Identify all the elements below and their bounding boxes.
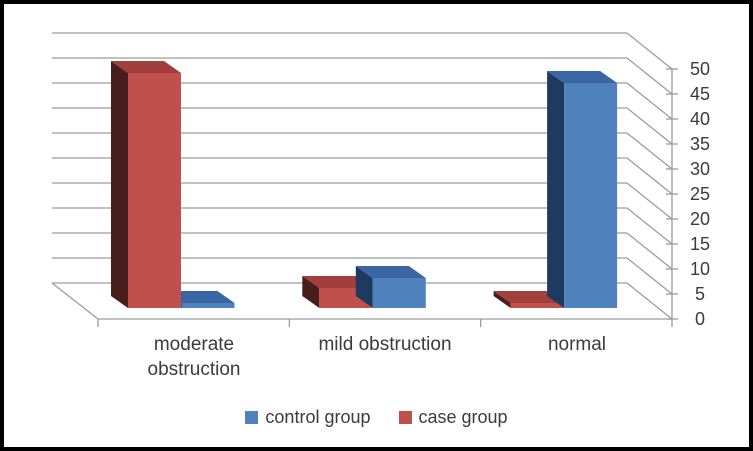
category-label-mild-obstruction: mild obstruction xyxy=(318,334,452,355)
value-tick-label: 25 xyxy=(690,184,710,204)
value-tick-label: 15 xyxy=(690,234,710,254)
gridline-side-diagonal xyxy=(626,132,673,170)
bar-control-group-moderate-obstruction-front-face xyxy=(181,303,235,308)
bar-control-group-normal-side-face xyxy=(547,71,565,308)
legend-item-case-group: case group xyxy=(398,407,508,428)
bar-control-group-moderate-obstruction-top-face xyxy=(164,291,235,303)
bar-case-group-normal-top-face xyxy=(493,291,564,303)
value-tick-label: 50 xyxy=(690,59,710,79)
gridline-side-diagonal xyxy=(626,232,673,270)
value-tick-label: 0 xyxy=(695,309,705,329)
bar-control-group-normal-top-face xyxy=(547,71,618,83)
gridline-side-diagonal xyxy=(626,157,673,195)
bar-case-group-moderate-obstruction-front-face xyxy=(128,73,181,308)
value-tick-label: 10 xyxy=(690,259,710,279)
gridline-side-diagonal xyxy=(626,282,673,320)
legend-label-case-group: case group xyxy=(418,407,508,427)
legend-label-control-group: control group xyxy=(265,407,371,427)
gridline-side-diagonal xyxy=(626,182,673,220)
bar-control-group-normal-front-face xyxy=(564,83,618,308)
value-tick-label: 35 xyxy=(690,134,710,154)
legend-item-control-group: control group xyxy=(245,407,371,428)
gridline-side-diagonal xyxy=(626,107,673,145)
category-label-moderate-obstruction: moderate obstruction xyxy=(147,334,241,380)
gridline-side-diagonal xyxy=(626,207,673,245)
floor-left-edge xyxy=(51,282,99,320)
bar-control-group-mild-obstruction-top-face xyxy=(355,266,426,278)
bar-case-group-normal-side-face xyxy=(493,291,511,308)
bar-chart-canvas: 0 5 10 15 20 25 30 35 40 45 50 xyxy=(51,32,710,329)
value-tick-label: 45 xyxy=(690,84,710,104)
bar-cluster-mild-obstruction xyxy=(302,266,426,308)
value-tick-label: 30 xyxy=(690,159,710,179)
gridline-side-diagonal xyxy=(626,32,673,70)
bar-control-group-mild-obstruction-front-face xyxy=(372,278,426,308)
chart-legend: control group case group xyxy=(4,407,749,428)
value-tick-label: 5 xyxy=(695,284,705,304)
category-label-normal: normal xyxy=(547,334,607,355)
case-group-swatch-icon xyxy=(398,411,412,424)
value-tick-label: 20 xyxy=(690,209,710,229)
value-tick-label: 40 xyxy=(690,109,710,129)
bar-case-group-mild-obstruction-top-face xyxy=(302,276,373,288)
bar-case-group-normal-front-face xyxy=(510,303,564,308)
bar-cluster-normal xyxy=(493,71,618,308)
bar-cluster-moderate-obstruction xyxy=(111,61,235,308)
bar-case-group-mild-obstruction-side-face xyxy=(302,276,320,308)
gridline-side-diagonal xyxy=(626,82,673,120)
bar-case-group-moderate-obstruction-side-face xyxy=(111,61,128,308)
bar-control-group-mild-obstruction-side-face xyxy=(355,266,373,308)
gridline-side-diagonal xyxy=(626,57,673,95)
control-group-swatch-icon xyxy=(245,411,259,424)
bar-case-group-moderate-obstruction-top-face xyxy=(111,61,181,73)
gridline-side-diagonal xyxy=(626,257,673,295)
